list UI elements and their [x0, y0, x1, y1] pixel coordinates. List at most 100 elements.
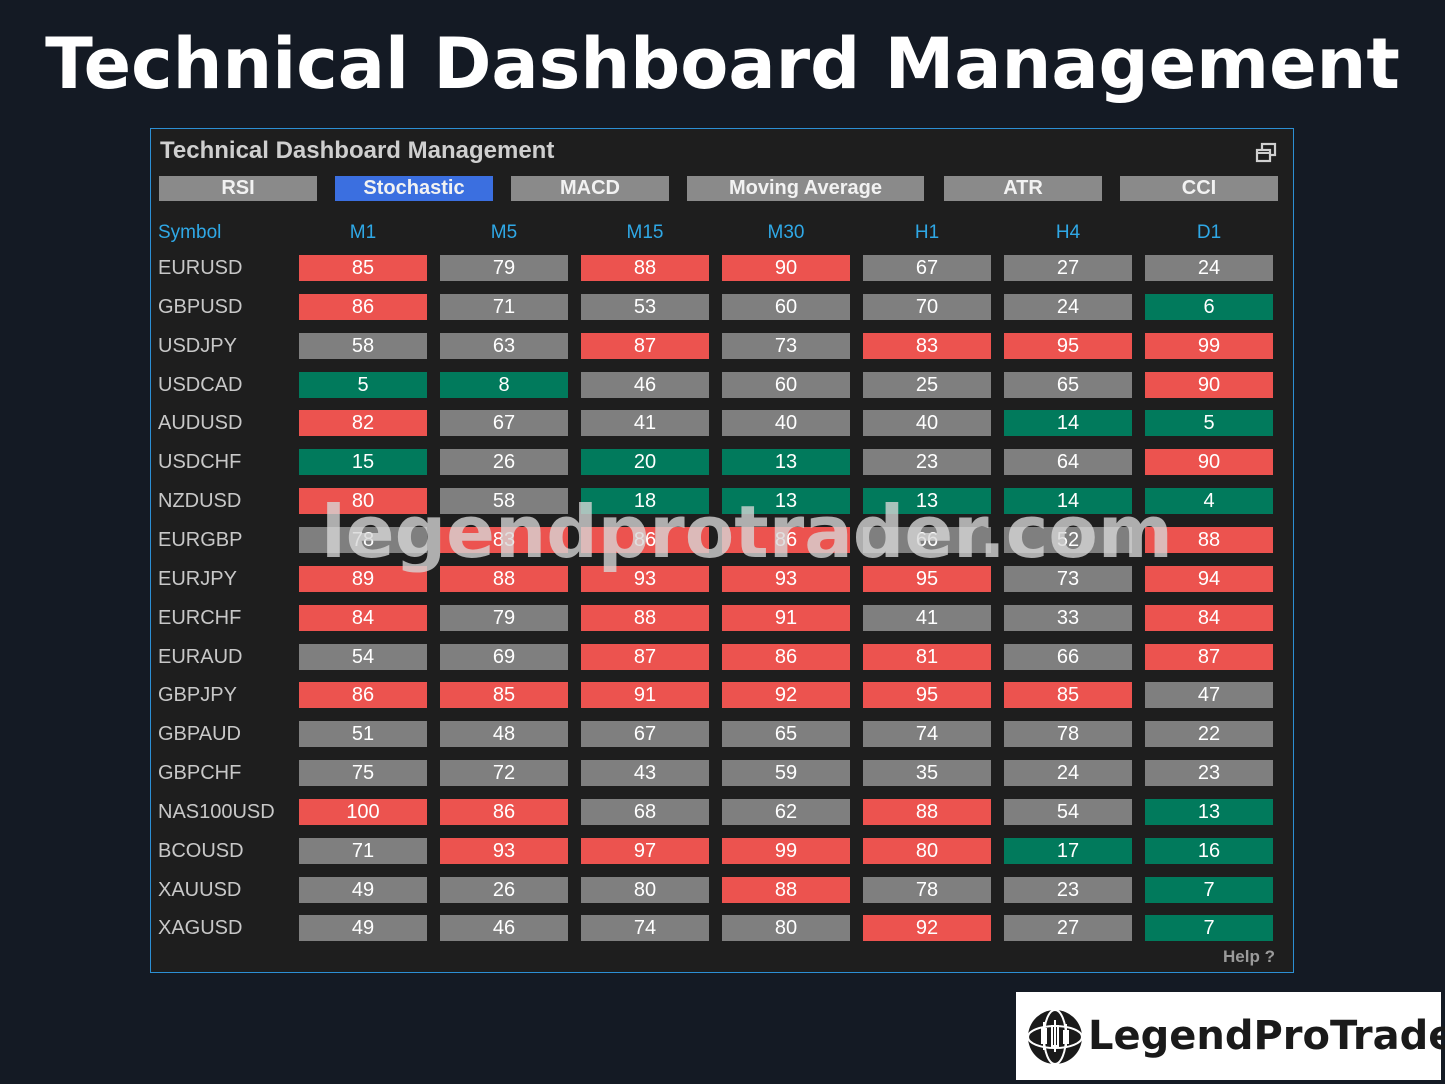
value-cell-euraud-m1: 54	[299, 644, 427, 670]
value-cell-eurusd-m15: 88	[581, 255, 709, 281]
value-cell-gbpchf-m5: 72	[440, 760, 568, 786]
value-cell-nzdusd-m30: 13	[722, 488, 850, 514]
tab-stochastic[interactable]: Stochastic	[335, 176, 493, 201]
value-cell-bcousd-m15: 97	[581, 838, 709, 864]
value-cell-xagusd-d1: 7	[1145, 915, 1273, 941]
value-cell-gbpaud-d1: 22	[1145, 721, 1273, 747]
value-cell-nzdusd-h1: 13	[863, 488, 991, 514]
symbol-label: USDCAD	[158, 374, 243, 396]
value-cell-gbpaud-m30: 65	[722, 721, 850, 747]
value-cell-bcousd-h1: 80	[863, 838, 991, 864]
symbol-label: EURUSD	[158, 257, 243, 279]
value-cell-gbpchf-m15: 43	[581, 760, 709, 786]
value-cell-nas100usd-m1: 100	[299, 799, 427, 825]
symbol-label: GBPCHF	[158, 762, 242, 784]
value-cell-eurjpy-h1: 95	[863, 566, 991, 592]
value-cell-usdcad-m1: 5	[299, 372, 427, 398]
value-cell-usdjpy-m30: 73	[722, 333, 850, 359]
value-cell-usdjpy-h4: 95	[1004, 333, 1132, 359]
tab-macd[interactable]: MACD	[511, 176, 669, 201]
value-cell-usdchf-m15: 20	[581, 449, 709, 475]
value-cell-usdcad-m5: 8	[440, 372, 568, 398]
page-headline: Technical Dashboard Management	[45, 23, 1400, 105]
value-cell-nas100usd-m5: 86	[440, 799, 568, 825]
value-cell-gbpusd-m15: 53	[581, 294, 709, 320]
value-cell-eurjpy-m5: 88	[440, 566, 568, 592]
value-cell-usdchf-h1: 23	[863, 449, 991, 475]
tab-cci[interactable]: CCI	[1120, 176, 1278, 201]
value-cell-xauusd-m1: 49	[299, 877, 427, 903]
value-cell-xauusd-d1: 7	[1145, 877, 1273, 903]
value-cell-usdchf-d1: 90	[1145, 449, 1273, 475]
value-cell-audusd-h1: 40	[863, 410, 991, 436]
value-cell-nas100usd-h1: 88	[863, 799, 991, 825]
symbol-label: USDCHF	[158, 451, 242, 473]
value-cell-eurusd-h1: 67	[863, 255, 991, 281]
symbol-label: XAGUSD	[158, 917, 243, 939]
value-cell-gbpjpy-h4: 85	[1004, 682, 1132, 708]
dashboard-panel: Technical Dashboard Management RSI Stocha…	[150, 128, 1294, 973]
value-cell-gbpusd-m5: 71	[440, 294, 568, 320]
value-cell-audusd-m15: 41	[581, 410, 709, 436]
value-cell-xagusd-m1: 49	[299, 915, 427, 941]
column-header-m30: M30	[767, 222, 805, 243]
value-cell-gbpusd-h4: 24	[1004, 294, 1132, 320]
value-cell-audusd-h4: 14	[1004, 410, 1132, 436]
value-cell-eurusd-h4: 27	[1004, 255, 1132, 281]
value-cell-eurjpy-d1: 94	[1145, 566, 1273, 592]
logo-text: LegendProTrader	[1088, 1013, 1445, 1059]
brand-logo: LegendProTrader	[1016, 992, 1445, 1080]
symbol-label: GBPUSD	[158, 296, 243, 318]
value-cell-bcousd-d1: 16	[1145, 838, 1273, 864]
value-cell-euraud-h4: 66	[1004, 644, 1132, 670]
symbol-label: NAS100USD	[158, 801, 275, 823]
value-cell-nzdusd-m15: 18	[581, 488, 709, 514]
value-cell-nas100usd-m30: 62	[722, 799, 850, 825]
help-label: Help	[1223, 947, 1260, 966]
value-cell-eurchf-d1: 84	[1145, 605, 1273, 631]
column-header-d1: D1	[1196, 222, 1222, 243]
symbol-label: GBPJPY	[158, 684, 237, 706]
value-cell-gbpchf-m30: 59	[722, 760, 850, 786]
value-cell-gbpaud-m15: 67	[581, 721, 709, 747]
value-cell-gbpaud-h1: 74	[863, 721, 991, 747]
column-header-m1: M1	[349, 222, 377, 243]
value-cell-xauusd-m30: 88	[722, 877, 850, 903]
value-cell-audusd-m1: 82	[299, 410, 427, 436]
value-cell-xauusd-h4: 23	[1004, 877, 1132, 903]
value-cell-usdjpy-d1: 99	[1145, 333, 1273, 359]
symbol-label: EURJPY	[158, 568, 237, 590]
value-cell-xagusd-m15: 74	[581, 915, 709, 941]
value-cell-nzdusd-m1: 80	[299, 488, 427, 514]
value-cell-xauusd-h1: 78	[863, 877, 991, 903]
value-cell-gbpjpy-m5: 85	[440, 682, 568, 708]
value-cell-xauusd-m15: 80	[581, 877, 709, 903]
column-header-h4: H4	[1055, 222, 1081, 243]
column-header-m5: M5	[490, 222, 518, 243]
value-cell-nzdusd-m5: 58	[440, 488, 568, 514]
tab-atr[interactable]: ATR	[944, 176, 1102, 201]
value-cell-usdcad-h1: 25	[863, 372, 991, 398]
value-cell-euraud-m30: 86	[722, 644, 850, 670]
value-cell-eurusd-m5: 79	[440, 255, 568, 281]
value-cell-eurgbp-m30: 86	[722, 527, 850, 553]
value-cell-euraud-m5: 69	[440, 644, 568, 670]
column-header-h1: H1	[914, 222, 940, 243]
value-cell-audusd-m30: 40	[722, 410, 850, 436]
symbol-label: BCOUSD	[158, 840, 244, 862]
tab-moving-average[interactable]: Moving Average	[687, 176, 924, 201]
value-cell-eurgbp-d1: 88	[1145, 527, 1273, 553]
value-cell-gbpchf-m1: 75	[299, 760, 427, 786]
value-cell-xagusd-h1: 92	[863, 915, 991, 941]
value-cell-eurgbp-m5: 83	[440, 527, 568, 553]
value-cell-gbpaud-m1: 51	[299, 721, 427, 747]
help-link[interactable]: Help ?	[1223, 947, 1275, 967]
value-cell-euraud-d1: 87	[1145, 644, 1273, 670]
restore-window-icon[interactable]	[1255, 142, 1277, 164]
value-cell-gbpjpy-m1: 86	[299, 682, 427, 708]
value-cell-nas100usd-m15: 68	[581, 799, 709, 825]
value-cell-audusd-m5: 67	[440, 410, 568, 436]
symbol-label: USDJPY	[158, 335, 237, 357]
value-cell-bcousd-h4: 17	[1004, 838, 1132, 864]
tab-rsi[interactable]: RSI	[159, 176, 317, 201]
